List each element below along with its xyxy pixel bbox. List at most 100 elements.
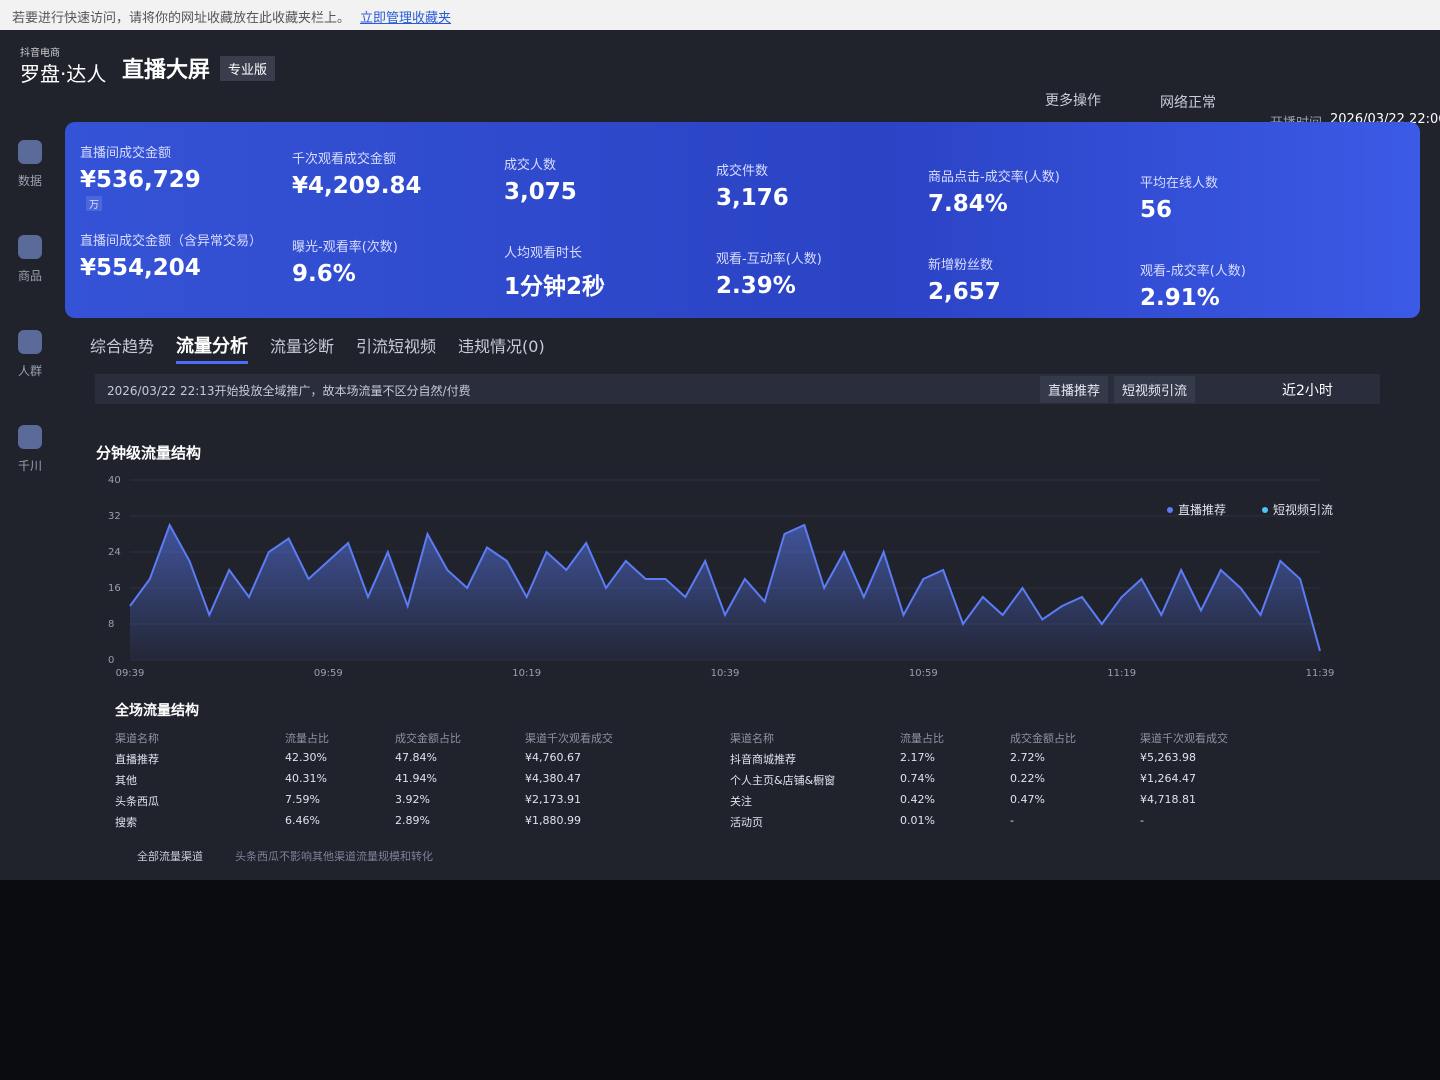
metric: 人均观看时长 1分钟2秒	[504, 242, 714, 301]
metric: 直播间成交金额 ¥536,729 万	[80, 142, 290, 212]
sidebar-icon	[18, 235, 42, 259]
table-cell: 0.74%	[900, 772, 935, 785]
metric: 商品点击-成交率(人数) 7.84%	[928, 166, 1138, 217]
legend-swatch	[1262, 507, 1268, 513]
sidebar-icon	[18, 425, 42, 449]
table-cell: 其他	[115, 774, 137, 787]
network-status: 网络正常	[1160, 95, 1216, 111]
table-cell: 个人主页&店铺&橱窗	[730, 774, 836, 787]
tab[interactable]: 引流短视频	[356, 337, 437, 356]
chart: 分钟级流量结构 0 8 16 24 32 40 09:39 09:59 10:19 10:39 10:…	[96, 444, 1335, 679]
sidebar-item[interactable]: 数据	[0, 120, 60, 215]
metric-value: 3,176	[716, 185, 789, 211]
metric-value: 3,075	[504, 179, 577, 205]
taskbar	[0, 880, 1440, 1080]
x-tick-label: 11:39	[1306, 668, 1335, 679]
sidebar-item[interactable]: 商品	[0, 215, 60, 310]
x-tick-label: 10:19	[512, 668, 541, 679]
x-tick-label: 09:39	[116, 668, 145, 679]
brand: 罗盘·达人	[20, 62, 107, 86]
legend-label: 短视频引流	[1273, 502, 1333, 517]
chart-title: 分钟级流量结构	[96, 444, 201, 462]
y-tick-label: 0	[108, 655, 114, 666]
metric-label: 成交件数	[716, 164, 769, 179]
metric-unit: 万	[86, 196, 102, 211]
sidebar-item[interactable]: 千川	[0, 405, 60, 500]
table-cell: 0.01%	[900, 814, 935, 827]
table-cell: 2.72%	[1010, 751, 1045, 764]
time-range[interactable]: 近2小时	[1282, 383, 1333, 399]
metric-value: ¥536,729	[80, 167, 201, 193]
edition[interactable]: 专业版	[220, 56, 276, 81]
metric-label: 直播间成交金额	[80, 146, 172, 161]
table-title: 全场流量结构	[115, 703, 199, 719]
metric-label: 观看-互动率(人数)	[716, 252, 822, 267]
y-tick-label: 24	[108, 547, 121, 558]
metric: 曝光-观看率(次数) 9.6%	[292, 236, 502, 287]
table-left: 渠道名称 流量占比 成交金额占比 渠道千次观看成交 直播推荐 42.30% 47.84% ¥4…	[115, 730, 695, 830]
table-cell: 42.30%	[285, 751, 327, 764]
metric: 新增粉丝数 2,657	[928, 254, 1138, 305]
table-header: 渠道千次观看成交	[525, 732, 613, 745]
sidebar-icon	[18, 140, 42, 164]
tab[interactable]: 流量分析	[176, 336, 249, 364]
favorites-bar: 若要进行快速访问，请将你的网址收藏放在此收藏夹栏上。 立即管理收藏夹	[0, 0, 1440, 30]
metric: 成交人数 3,075	[504, 154, 714, 205]
table-header: 渠道名称	[730, 732, 774, 745]
metric-label: 观看-成交率(人数)	[1140, 264, 1246, 279]
metric: 观看-互动率(人数) 2.39%	[716, 248, 926, 299]
metric-label: 千次观看成交金额	[292, 152, 397, 167]
favorites-hint: 若要进行快速访问，请将你的网址收藏放在此收藏夹栏上。	[12, 11, 351, 26]
sidebar-icon	[18, 330, 42, 354]
table-header: 渠道名称	[115, 732, 159, 745]
table-cell: 3.92%	[395, 793, 430, 806]
line	[129, 522, 1321, 652]
app: 抖音电商 罗盘·达人 直播大屏 专业版 更多操作 网络正常 开播时间 2026/…	[0, 30, 1440, 880]
metric-value: 2.39%	[716, 273, 796, 299]
table-cell: 2.17%	[900, 751, 935, 764]
footer-note: 头条西瓜不影响其他渠道流量规模和转化	[235, 850, 433, 863]
metric: 观看-成交率(人数) 2.91%	[1140, 260, 1350, 311]
table-cell: ¥4,718.81	[1140, 793, 1196, 806]
metric-value: 9.6%	[292, 261, 356, 287]
table-cell: 40.31%	[285, 772, 327, 785]
table-header: 成交金额占比	[395, 732, 461, 745]
filter-chip[interactable]: 短视频引流	[1114, 376, 1196, 403]
x-tick-label: 11:19	[1107, 668, 1136, 679]
sidebar-label: 商品	[17, 269, 42, 283]
metric-value: 56	[1140, 197, 1173, 223]
sidebar-label: 千川	[17, 459, 42, 473]
table-cell: ¥1,264.47	[1140, 772, 1196, 785]
table-cell: 0.22%	[1010, 772, 1045, 785]
filters: 直播推荐 短视频引流	[1040, 376, 1201, 403]
table-cell: 47.84%	[395, 751, 437, 764]
favorites-link[interactable]: 立即管理收藏夹	[360, 11, 452, 26]
metric-label: 人均观看时长	[504, 246, 583, 261]
sidebar-label: 数据	[17, 174, 42, 188]
tab[interactable]: 流量诊断	[270, 337, 335, 356]
table-cell: ¥4,380.47	[525, 772, 581, 785]
table-cell: 关注	[730, 795, 752, 808]
filter-chip[interactable]: 直播推荐	[1040, 376, 1109, 403]
metric-label: 平均在线人数	[1140, 176, 1219, 191]
tab[interactable]: 综合趋势	[90, 337, 155, 356]
sidebar: 数据 商品 人群 千川	[0, 120, 60, 880]
tab[interactable]: 违规情况(0)	[458, 337, 545, 356]
metric-label: 直播间成交金额（含异常交易）	[80, 234, 263, 249]
x-tick-label: 09:59	[314, 668, 343, 679]
header: 抖音电商 罗盘·达人 直播大屏 专业版 更多操作 网络正常 开播时间 2026/…	[0, 30, 1440, 131]
metric: 成交件数 3,176	[716, 160, 926, 211]
sidebar-item[interactable]: 人群	[0, 310, 60, 405]
table-cell: 0.47%	[1010, 793, 1045, 806]
table-cell: 2.89%	[395, 814, 430, 827]
table-cell: 活动页	[730, 816, 763, 829]
metric-label: 商品点击-成交率(人数)	[928, 170, 1060, 185]
table-header: 渠道千次观看成交	[1140, 732, 1228, 745]
footer-link[interactable]: 全部流量渠道	[137, 850, 203, 863]
table-cell: -	[1140, 814, 1144, 827]
tabs: 综合趋势 流量分析 流量诊断 引流短视频 违规情况(0)	[90, 332, 567, 364]
sidebar-label: 人群	[17, 364, 42, 378]
more-actions[interactable]: 更多操作	[1045, 93, 1101, 109]
metric-label: 成交人数	[504, 158, 557, 173]
